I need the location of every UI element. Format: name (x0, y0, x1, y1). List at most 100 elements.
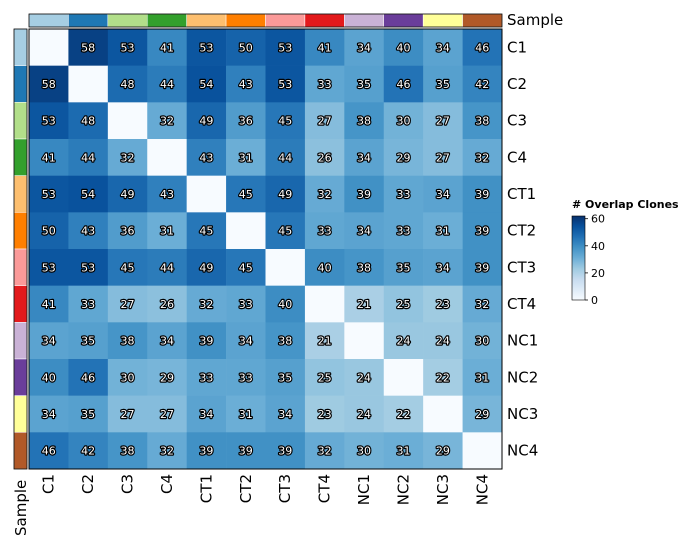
cell-value-label: 39 (475, 225, 489, 238)
cell-value-label: 49 (121, 188, 135, 201)
heatmap-cell-nc1-nc4 (462, 322, 503, 360)
heatmap-cell-c3-nc1 (344, 102, 385, 140)
column-label-ct4: CT4 (316, 474, 334, 503)
heatmap-cell-ct2-nc3 (423, 212, 463, 250)
cell-value-label: 40 (396, 41, 410, 54)
cell-value-label: 53 (278, 41, 292, 54)
heatmap-cell-nc1-c1 (29, 322, 69, 360)
heatmap-cell-c2-c3 (107, 65, 148, 103)
heatmap-cell-c1-c1 (29, 29, 69, 66)
cell-value-label: 23 (436, 298, 450, 311)
cell-value-label: 29 (160, 371, 174, 384)
cell-value-label: 43 (239, 78, 253, 91)
heatmap-cell-nc3-nc3 (423, 395, 463, 433)
legend-tick-label: 0 (591, 294, 598, 307)
heatmap-cell-ct2-nc4 (462, 212, 503, 250)
left-annotation-border (13, 28, 28, 470)
heatmap-cell-nc2-ct1 (186, 359, 227, 396)
cell-value-label: 44 (160, 261, 174, 274)
cell-value-label: 27 (121, 298, 135, 311)
cell-value-label: 30 (121, 371, 135, 384)
cell-value-label: 34 (42, 408, 56, 421)
row-label-ct4: CT4 (507, 295, 536, 313)
heatmap-cell-ct1-nc4 (462, 175, 503, 213)
heatmap-cell-ct1-c2 (68, 175, 109, 213)
heatmap-cell-ct4-c4 (147, 285, 187, 323)
heatmap-cell-c4-ct3 (265, 139, 306, 176)
heatmap-cells: 58 53 41 53 50 53 41 34 40 34 46 58 48 44 54 43 53 33 35 46… (29, 29, 503, 470)
heatmap-cell-c1-ct4 (304, 29, 345, 66)
cell-value-label: 46 (81, 371, 95, 384)
heatmap-cell-c4-nc1 (344, 139, 385, 176)
cell-value-label: 34 (199, 408, 213, 421)
cell-value-label: 53 (121, 41, 135, 54)
cell-value-label: 30 (357, 445, 371, 458)
row-label-nc2: NC2 (507, 368, 538, 386)
top-annotation-ct4 (304, 13, 345, 28)
legend-ticks: 0 20 40 60 (585, 213, 605, 307)
heatmap-cell-ct4-c3 (107, 285, 148, 323)
heatmap-cell-c1-nc1 (344, 29, 385, 66)
cell-value-label: 43 (199, 151, 213, 164)
cell-value-label: 53 (199, 41, 213, 54)
top-sample-annotation (28, 13, 503, 28)
cell-value-label: 45 (239, 188, 253, 201)
left-annotation-nc1 (13, 322, 28, 360)
heatmap-cell-ct4-c2 (68, 285, 109, 323)
cell-value-label: 24 (357, 371, 371, 384)
heatmap-cell-c4-ct4 (304, 139, 345, 176)
left-annotation-nc3 (13, 395, 28, 433)
heatmap-cell-ct2-ct2 (226, 212, 266, 250)
cell-value-label: 44 (278, 151, 292, 164)
heatmap-cell-nc3-c1 (29, 395, 69, 433)
heatmap-cell-nc2-nc2 (383, 359, 424, 396)
heatmap-cell-nc3-nc2 (383, 395, 424, 433)
legend-tick-label: 40 (591, 240, 605, 253)
row-label-ct2: CT2 (507, 222, 536, 240)
heatmap-cell-nc4-nc4 (462, 432, 503, 470)
cell-value-label: 40 (278, 298, 292, 311)
heatmap-cell-nc3-ct2 (226, 395, 266, 433)
cell-value-label: 38 (357, 261, 371, 274)
top-annotation-nc1 (344, 13, 385, 28)
cell-value-label: 35 (357, 78, 371, 91)
heatmap-cell-c3-c4 (147, 102, 187, 140)
left-annotation-c4 (13, 138, 28, 176)
heatmap-cell-ct2-ct3 (265, 212, 306, 250)
heatmap-cell-ct2-ct4 (304, 212, 345, 250)
heatmap-cell-nc2-nc1 (344, 359, 385, 396)
top-annotation-c4 (147, 13, 187, 28)
column-label-ct3: CT3 (276, 474, 294, 503)
heatmap-cell-ct3-c3 (107, 249, 148, 286)
heatmap-cell-c2-nc1 (344, 65, 385, 103)
column-labels: C1 C2 C3 C4 CT1 CT2 CT3 CT4 NC1 NC2 NC3 NC4 (40, 474, 492, 505)
heatmap-cell-nc4-nc2 (383, 432, 424, 470)
heatmap-cell-c3-c1 (29, 102, 69, 140)
heatmap-cell-ct3-nc1 (344, 249, 385, 286)
cell-value-label: 38 (121, 335, 135, 348)
cell-value-label: 22 (436, 371, 450, 384)
heatmap-cell-nc1-nc1 (344, 322, 385, 360)
heatmap-cell-nc2-c3 (107, 359, 148, 396)
cell-value-label: 39 (278, 445, 292, 458)
top-annotation-nc3 (422, 13, 463, 28)
heatmap-cell-nc4-c4 (147, 432, 187, 470)
cell-value-label: 33 (199, 371, 213, 384)
left-annotation-ct4 (13, 285, 28, 323)
cell-value-label: 46 (42, 445, 56, 458)
cell-value-label: 21 (318, 335, 332, 348)
heatmap-cell-nc2-ct2 (226, 359, 266, 396)
top-annotation-c1 (28, 13, 69, 28)
heatmap-cell-ct4-nc3 (423, 285, 463, 323)
cell-value-label: 29 (436, 445, 450, 458)
heatmap-cell-ct4-ct1 (186, 285, 227, 323)
cell-value-label: 41 (160, 41, 174, 54)
cell-value-label: 35 (278, 371, 292, 384)
heatmap-cell-c2-ct2 (226, 65, 266, 103)
column-label-nc2: NC2 (394, 474, 412, 505)
cell-value-label: 32 (160, 115, 174, 128)
heatmap-cell-ct3-c2 (68, 249, 109, 286)
cell-value-label: 50 (239, 41, 253, 54)
cell-value-label: 31 (436, 225, 450, 238)
heatmap-cell-ct4-ct3 (265, 285, 306, 323)
